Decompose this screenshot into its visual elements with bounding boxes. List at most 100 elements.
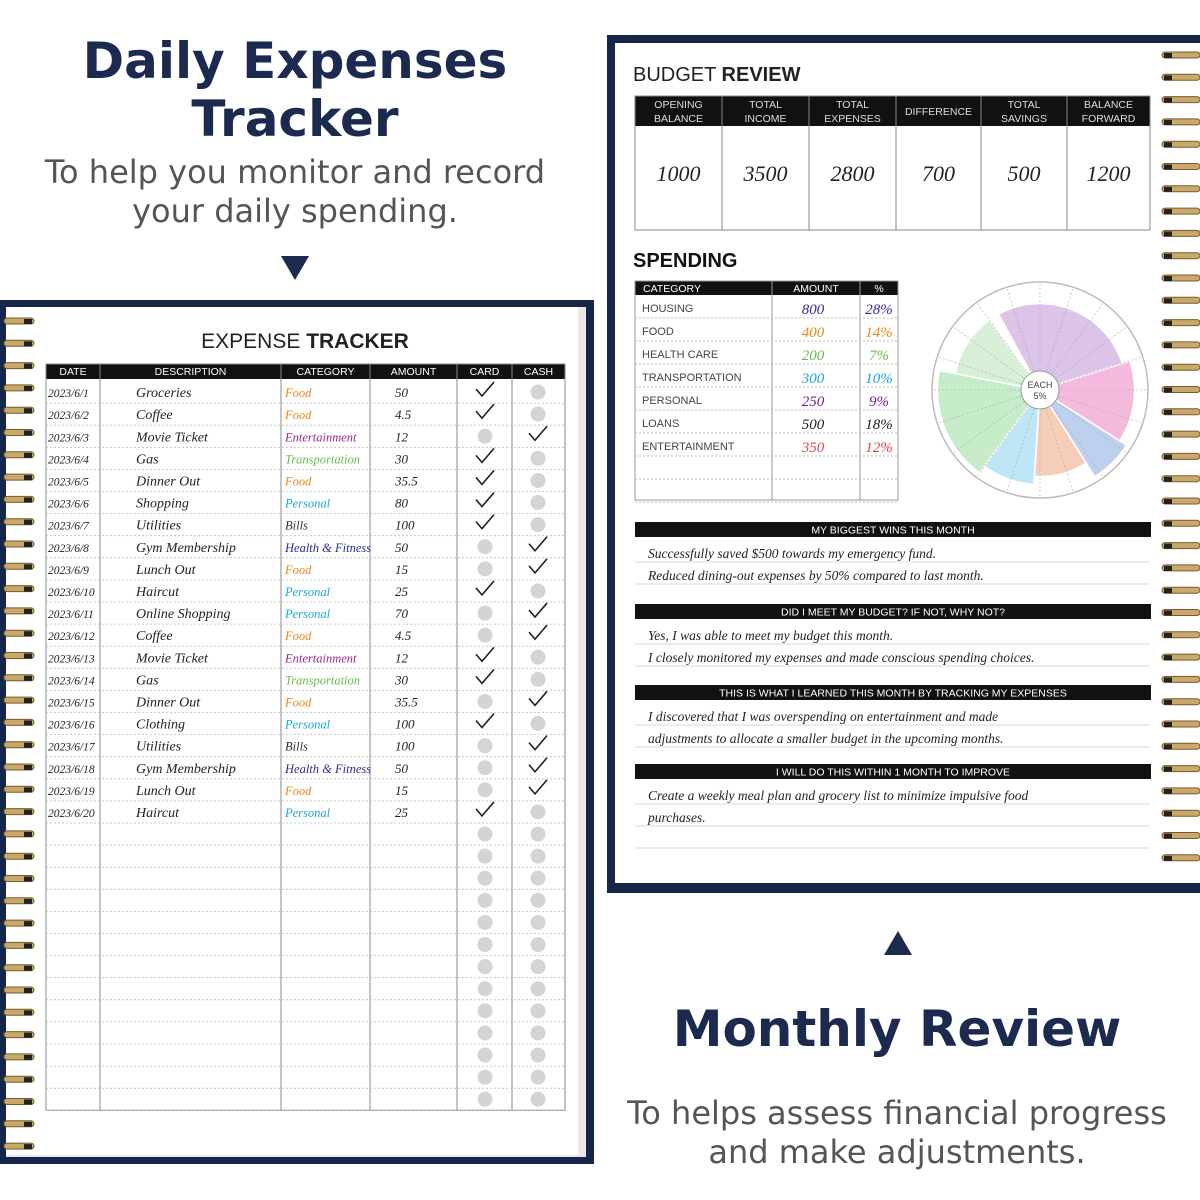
category: Food xyxy=(284,408,312,422)
review-frame xyxy=(634,95,1151,231)
spiral-hole xyxy=(24,787,32,793)
description: Dinner Out xyxy=(135,695,201,710)
review-label: EXPENSES xyxy=(824,113,881,125)
date: 2023/6/18 xyxy=(48,764,95,776)
empty-circle xyxy=(477,561,493,577)
spiral-hole xyxy=(24,742,32,748)
category: Bills xyxy=(285,740,308,754)
spiral-hole xyxy=(1164,722,1172,727)
check-mark xyxy=(475,713,495,729)
pie-spoke xyxy=(1051,406,1104,478)
check-mark xyxy=(475,514,495,530)
spiral-hole xyxy=(24,675,32,681)
heading-subtitle: To helps assess financial progress xyxy=(626,1094,1167,1132)
date: 2023/6/2 xyxy=(48,410,89,422)
amount: 70 xyxy=(395,606,409,621)
spiral-hole xyxy=(24,408,32,414)
spiral-hole xyxy=(24,1077,32,1083)
spiral-hole xyxy=(24,475,32,481)
review-label: INCOME xyxy=(745,113,787,125)
date: 2023/6/4 xyxy=(48,454,89,466)
check-mark xyxy=(528,558,548,575)
empty-circle xyxy=(477,1069,493,1085)
spiral-hole xyxy=(1164,342,1172,348)
spending-amount: 350 xyxy=(801,440,825,456)
spiral-hole xyxy=(1164,186,1172,192)
pie-slice xyxy=(954,318,1042,392)
spiral-hole xyxy=(24,1010,32,1016)
section-line: I discovered that I was overspending on … xyxy=(647,709,998,724)
section-header xyxy=(635,604,1151,619)
spiral-hole xyxy=(24,385,32,391)
empty-circle xyxy=(530,826,546,842)
column-header: AMOUNT xyxy=(391,366,437,378)
review-value: 500 xyxy=(1008,161,1041,186)
amount: 50 xyxy=(395,385,409,400)
category: Transportation xyxy=(285,673,360,687)
review-value: 3500 xyxy=(743,161,788,186)
spiral-hole xyxy=(24,1121,32,1127)
spiral-hole xyxy=(1164,833,1172,839)
category: Food xyxy=(284,386,312,400)
spiral-hole xyxy=(24,631,32,637)
column-header: CARD xyxy=(470,366,500,378)
section-heading: MY BIGGEST WINS THIS MONTH xyxy=(811,525,974,537)
date: 2023/6/5 xyxy=(48,476,89,488)
spiral-hole xyxy=(24,430,32,436)
heading-title: Monthly Review xyxy=(673,1000,1122,1058)
review-label: BALANCE xyxy=(1084,99,1133,111)
category: Personal xyxy=(284,497,331,511)
section-line: Yes, I was able to meet my budget this m… xyxy=(648,628,893,643)
spiral-hole xyxy=(1164,75,1172,81)
pie-spoke xyxy=(1006,408,1035,493)
section-header xyxy=(635,522,1151,537)
empty-circle xyxy=(530,450,546,466)
spending-category: TRANSPORTATION xyxy=(642,372,742,384)
section-line: Reduced dining-out expenses by 50% compa… xyxy=(647,568,984,583)
spiral-hole xyxy=(24,698,32,704)
empty-circle xyxy=(530,892,546,908)
amount: 50 xyxy=(395,540,409,555)
spiral-hole xyxy=(24,363,32,369)
spiral-hole xyxy=(24,608,32,614)
date: 2023/6/13 xyxy=(48,653,95,665)
section-line: Create a weekly meal plan and grocery li… xyxy=(648,788,1029,803)
description: Gym Membership xyxy=(136,541,236,556)
check-mark xyxy=(475,381,495,398)
spiral-hole xyxy=(1164,119,1172,125)
amount: 15 xyxy=(395,562,409,577)
check-mark xyxy=(528,602,548,619)
empty-circle xyxy=(477,738,493,754)
empty-circle xyxy=(530,1091,546,1107)
pie-spoke xyxy=(1056,326,1128,379)
empty-circle xyxy=(477,959,493,975)
amount: 35.5 xyxy=(394,473,418,488)
spending-percent: 7% xyxy=(869,348,889,364)
check-mark xyxy=(528,690,548,707)
spiral-hole xyxy=(24,831,32,837)
spiral-hole xyxy=(24,586,32,592)
empty-circle xyxy=(477,870,493,886)
check-mark xyxy=(528,624,548,641)
spiral-hole xyxy=(1164,53,1172,58)
category: Entertainment xyxy=(284,430,357,444)
review-label: TOTAL xyxy=(1008,99,1041,111)
spiral-hole xyxy=(24,1099,32,1105)
column-header: CASH xyxy=(524,366,553,378)
category: Food xyxy=(284,629,312,643)
review-label: SAVINGS xyxy=(1001,113,1047,125)
amount: 80 xyxy=(395,496,409,511)
spiral-hole xyxy=(24,720,32,726)
spiral-hole xyxy=(24,653,32,659)
spiral-hole xyxy=(24,319,32,324)
spiral-hole xyxy=(1164,231,1172,237)
spiral-hole xyxy=(24,497,32,503)
empty-circle xyxy=(477,1047,493,1063)
empty-circle xyxy=(477,1025,493,1041)
date: 2023/6/20 xyxy=(48,808,95,820)
description: Gas xyxy=(136,452,159,467)
empty-circle xyxy=(530,472,546,488)
section-line: I closely monitored my expenses and made… xyxy=(647,650,1034,665)
check-mark xyxy=(475,801,495,818)
